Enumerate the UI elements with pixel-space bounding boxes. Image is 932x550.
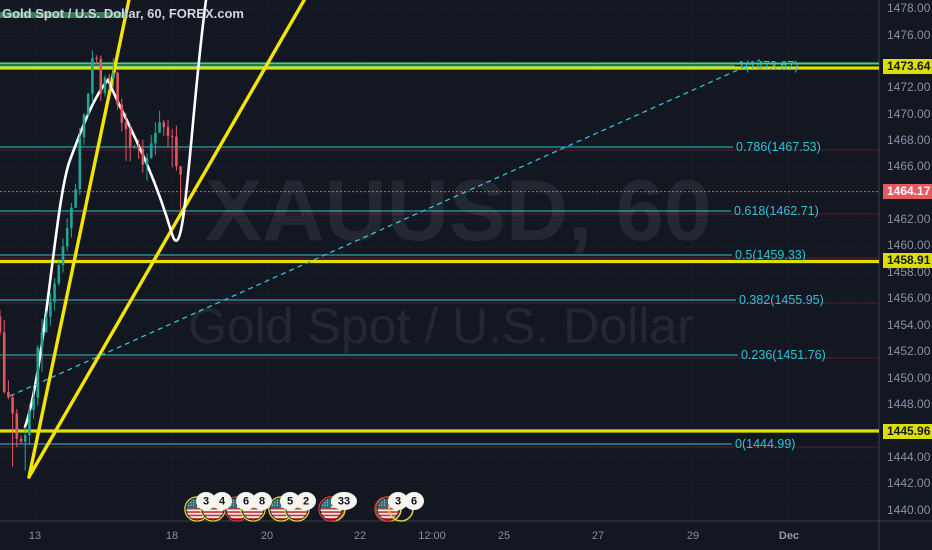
svg-text:5: 5 [287, 496, 293, 508]
svg-text:6: 6 [243, 496, 249, 508]
svg-text:4: 4 [219, 496, 226, 508]
svg-text:0.618(1462.71): 0.618(1462.71) [734, 204, 819, 218]
svg-text:0.5(1459.33): 0.5(1459.33) [735, 248, 806, 262]
svg-text:1(1473.67): 1(1473.67) [738, 59, 798, 73]
svg-text:8: 8 [259, 496, 265, 508]
svg-text:33: 33 [338, 496, 350, 508]
svg-text:0.786(1467.53): 0.786(1467.53) [736, 140, 821, 154]
svg-text:0.236(1451.76): 0.236(1451.76) [741, 348, 826, 362]
svg-text:3: 3 [203, 496, 209, 508]
svg-text:2: 2 [303, 496, 309, 508]
svg-text:0.382(1455.95): 0.382(1455.95) [739, 293, 824, 307]
svg-text:0(1444.99): 0(1444.99) [735, 437, 795, 451]
svg-text:6: 6 [411, 496, 417, 508]
svg-text:3: 3 [395, 496, 401, 508]
